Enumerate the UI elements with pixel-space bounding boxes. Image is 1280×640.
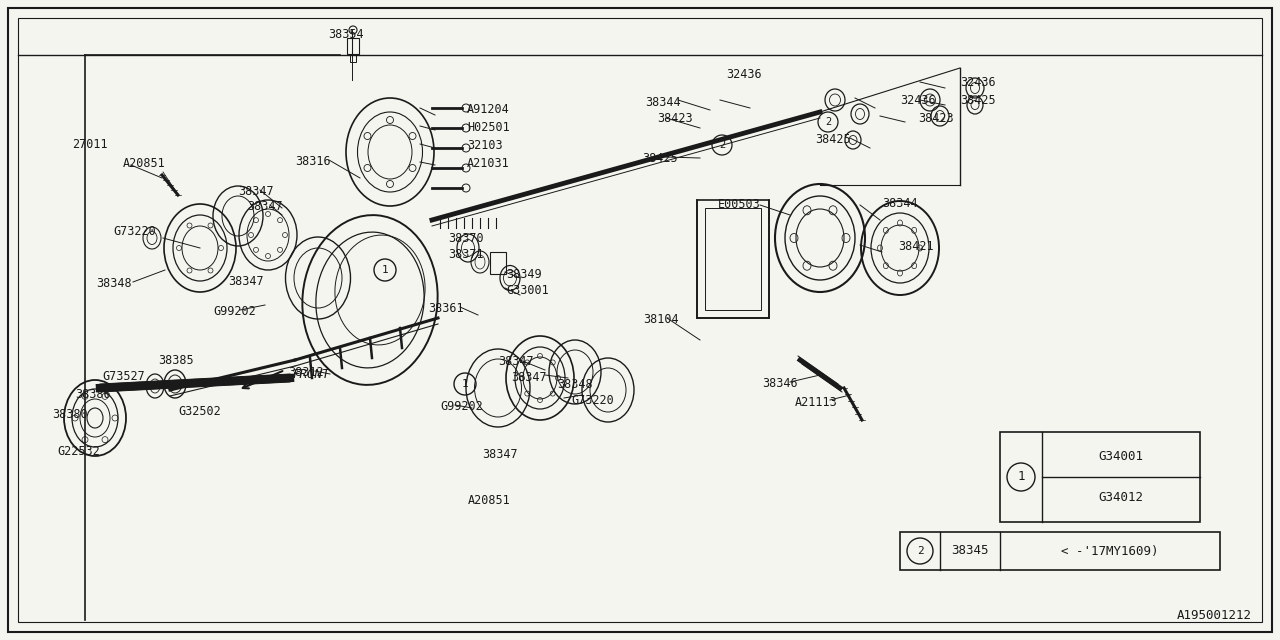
Text: A21031: A21031 (467, 157, 509, 170)
Text: 1: 1 (1018, 470, 1025, 483)
Text: A91204: A91204 (467, 103, 509, 116)
Text: 27011: 27011 (72, 138, 108, 151)
Text: 1: 1 (381, 265, 388, 275)
Text: 38347: 38347 (498, 355, 534, 368)
Text: 38346: 38346 (762, 377, 797, 390)
Text: 38425: 38425 (815, 133, 851, 146)
Text: 32436: 32436 (726, 68, 762, 81)
Text: FRONT: FRONT (292, 367, 329, 381)
Text: 38348: 38348 (557, 378, 593, 391)
Text: G73220: G73220 (571, 394, 613, 407)
Text: 38347: 38347 (483, 448, 517, 461)
Text: 38425: 38425 (960, 94, 996, 107)
Text: G99202: G99202 (212, 305, 256, 318)
Text: 38348: 38348 (96, 277, 132, 290)
Bar (698, 200, 769, 318)
Text: 38423: 38423 (918, 112, 954, 125)
Text: 2: 2 (916, 546, 923, 556)
Text: A20851: A20851 (123, 157, 165, 170)
Bar (347, 38, 358, 54)
Text: H02501: H02501 (467, 121, 509, 134)
Text: 38344: 38344 (882, 197, 918, 210)
Text: 38349: 38349 (506, 268, 541, 281)
Text: 2: 2 (824, 117, 831, 127)
Text: 32436: 32436 (960, 76, 996, 89)
Text: 38316: 38316 (294, 155, 330, 168)
Text: G33001: G33001 (506, 284, 549, 297)
Text: 38347: 38347 (238, 185, 274, 198)
Bar (349, 54, 356, 62)
Text: 38370: 38370 (448, 232, 484, 245)
Bar (705, 208, 762, 310)
Text: G34012: G34012 (1098, 492, 1143, 504)
Bar (900, 532, 1220, 570)
Text: G73527: G73527 (102, 370, 145, 383)
Text: 2: 2 (719, 140, 726, 150)
Text: 38425: 38425 (643, 152, 677, 165)
Text: G32502: G32502 (178, 405, 220, 418)
Text: 38344: 38344 (645, 96, 681, 109)
Text: 1: 1 (462, 379, 468, 389)
Text: 38423: 38423 (657, 112, 692, 125)
Text: 32103: 32103 (467, 139, 503, 152)
Text: G34001: G34001 (1098, 450, 1143, 463)
Bar (490, 252, 506, 274)
Text: < -'17MY1609): < -'17MY1609) (1061, 545, 1158, 557)
Text: 32436: 32436 (900, 94, 936, 107)
Text: 38312: 38312 (288, 366, 324, 379)
Text: 38386: 38386 (76, 388, 110, 401)
Text: 38371: 38371 (448, 248, 484, 261)
Text: E00503: E00503 (718, 198, 760, 211)
Text: A21113: A21113 (795, 396, 837, 409)
Text: G99202: G99202 (440, 400, 483, 413)
Bar (1000, 432, 1201, 522)
Text: A20851: A20851 (468, 494, 511, 507)
Text: G22532: G22532 (58, 445, 100, 458)
Text: 38361: 38361 (428, 302, 463, 315)
Text: G73220: G73220 (113, 225, 156, 238)
Text: 38385: 38385 (157, 354, 193, 367)
Text: 38354: 38354 (328, 28, 364, 41)
Text: 38380: 38380 (52, 408, 87, 421)
Text: 38347: 38347 (228, 275, 264, 288)
Text: 38104: 38104 (643, 313, 678, 326)
Text: A195001212: A195001212 (1178, 609, 1252, 622)
Text: 38421: 38421 (899, 240, 933, 253)
Text: 38345: 38345 (951, 545, 988, 557)
Text: 38347: 38347 (247, 200, 283, 213)
Text: 38347: 38347 (511, 371, 547, 384)
